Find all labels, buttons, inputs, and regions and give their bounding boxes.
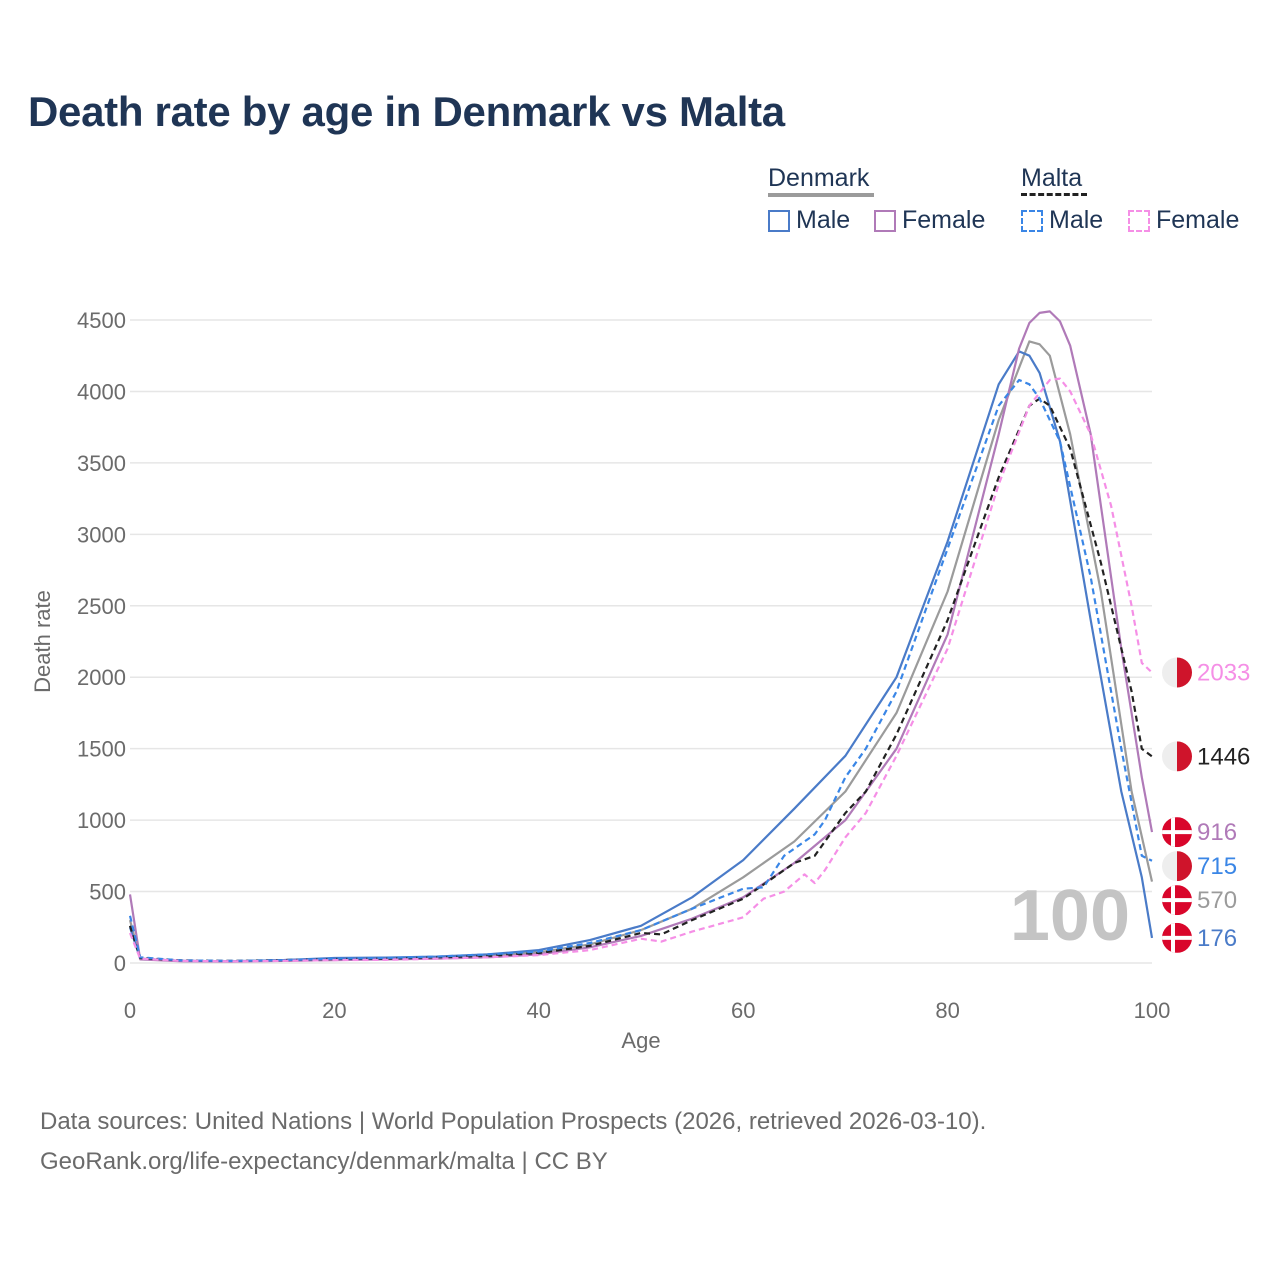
x-tick-label: 40 — [527, 998, 551, 1023]
y-tick-label: 1000 — [77, 808, 126, 833]
x-axis-label: Age — [621, 1028, 660, 1053]
y-tick-label: 4500 — [77, 308, 126, 333]
malta-flag-icon — [1162, 851, 1192, 882]
legend-malta-label: Malta — [1021, 164, 1083, 192]
x-tick-label: 60 — [731, 998, 755, 1023]
legend-malta-female-label: Female — [1156, 206, 1240, 234]
y-tick-label: 4000 — [77, 379, 126, 404]
y-tick-label: 500 — [89, 880, 126, 905]
sources-line-2[interactable]: GeoRank.org/life-expectancy/denmark/malt… — [40, 1148, 608, 1175]
malta-flag-icon — [1162, 657, 1192, 688]
end-label-dk_male: 176 — [1197, 925, 1237, 952]
legend-denmark-male-label: Male — [796, 206, 851, 234]
x-tick-label: 80 — [935, 998, 959, 1023]
y-tick-label: 2500 — [77, 594, 126, 619]
series-line-mt_male[interactable] — [128, 378, 1153, 962]
legend-swatch-malta-female — [1128, 209, 1150, 232]
series-line-mt_female[interactable] — [128, 377, 1153, 963]
malta-flag-icon — [1162, 741, 1192, 772]
legend-denmark-line — [768, 193, 874, 197]
legend-swatch-denmark-female — [874, 209, 896, 232]
y-tick-label: 3500 — [77, 451, 126, 476]
legend-denmark-label: Denmark — [768, 164, 870, 192]
x-tick-label: 0 — [124, 998, 136, 1023]
y-tick-label: 3000 — [77, 522, 126, 547]
denmark-flag-icon — [1162, 922, 1192, 953]
denmark-flag-icon — [1162, 817, 1192, 848]
legend-malta-male-label: Male — [1049, 206, 1104, 234]
legend-malta-female[interactable]: Female — [1128, 206, 1239, 235]
legend-swatch-denmark-male — [768, 209, 790, 232]
y-tick-label: 1500 — [77, 737, 126, 762]
end-label-dk_female: 916 — [1197, 819, 1237, 846]
end-label-mt_total: 1446 — [1197, 743, 1250, 770]
end-label-mt_female: 2033 — [1197, 660, 1250, 687]
x-tick-label: 100 — [1134, 998, 1171, 1023]
legend-swatch-malta-male — [1021, 209, 1043, 232]
sources-line-1: Data sources: United Nations | World Pop… — [40, 1108, 987, 1135]
chart-title: Death rate by age in Denmark vs Malta — [28, 88, 785, 135]
series-line-dk_male[interactable] — [128, 350, 1154, 963]
end-label-dk_total: 570 — [1197, 887, 1237, 914]
legend-malta-line — [1021, 193, 1087, 196]
y-axis-label: Death rate — [30, 590, 55, 693]
legend-malta-male[interactable]: Male — [1021, 206, 1103, 235]
series-line-dk_female[interactable] — [128, 310, 1154, 963]
series-line-mt_total[interactable] — [128, 397, 1153, 962]
x-tick-label: 20 — [322, 998, 346, 1023]
legend-denmark-female[interactable]: Female — [874, 206, 985, 235]
legend-denmark-male[interactable]: Male — [768, 206, 850, 235]
denmark-flag-icon — [1162, 885, 1192, 916]
year-watermark: 100 — [1010, 876, 1130, 956]
y-tick-label: 2000 — [77, 665, 126, 690]
legend-denmark-female-label: Female — [902, 206, 986, 234]
y-tick-label: 0 — [114, 951, 126, 976]
end-label-mt_male: 715 — [1197, 853, 1237, 880]
